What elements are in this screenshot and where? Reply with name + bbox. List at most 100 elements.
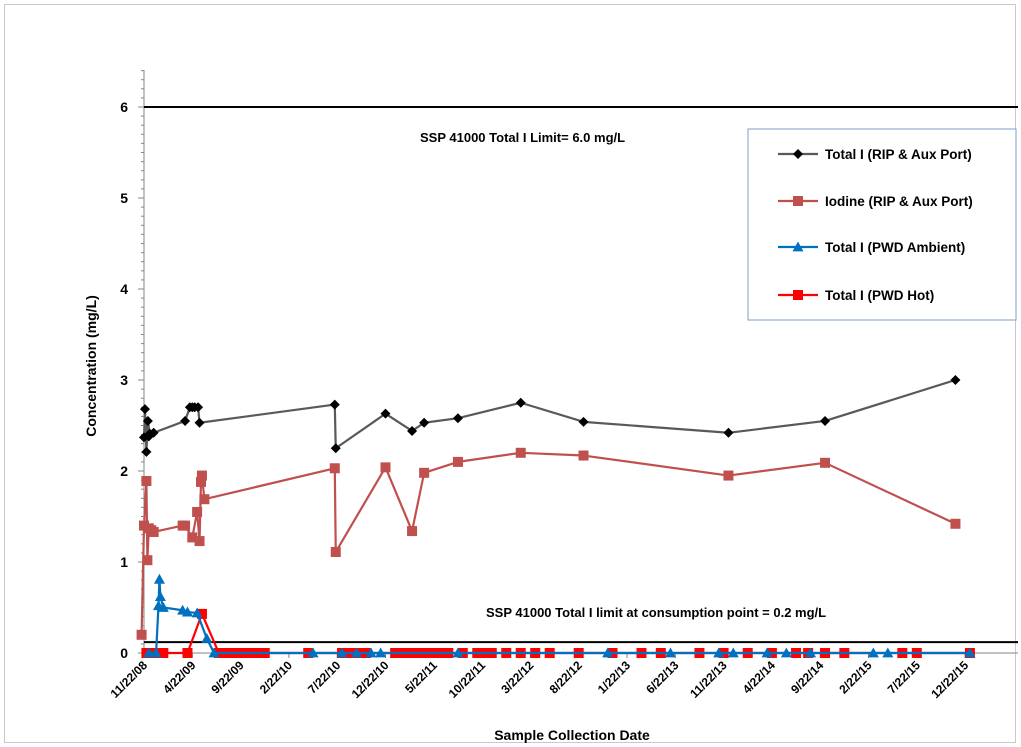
consumption-limit-annotation: SSP 41000 Total I limit at consumption p… (486, 605, 826, 620)
data-point (180, 415, 191, 426)
data-point (142, 415, 153, 426)
data-point (452, 456, 463, 467)
data-point (964, 647, 976, 658)
x-tick-label: 4/22/09 (160, 658, 198, 696)
legend-label: Total I (RIP & Aux Port) (825, 147, 972, 162)
x-tick-label: 10/22/11 (446, 658, 489, 701)
x-tick-label: 7/22/10 (305, 658, 343, 696)
x-tick-label: 8/22/12 (547, 658, 585, 696)
legend-label: Total I (PWD Hot) (825, 288, 934, 303)
x-tick-label: 12/22/15 (928, 658, 971, 701)
y-tick-label: 3 (120, 372, 128, 388)
data-point (602, 647, 614, 658)
x-tick-label: 12/22/10 (349, 658, 392, 701)
x-tick-label: 3/22/12 (498, 658, 536, 696)
x-tick-label: 2/22/10 (257, 658, 295, 696)
y-tick-label: 0 (120, 645, 128, 661)
legend-marker (793, 290, 803, 300)
y-tick-label: 6 (120, 99, 128, 115)
x-tick-label: 1/22/13 (595, 658, 633, 696)
data-point (805, 647, 817, 658)
data-point (723, 427, 734, 438)
series-3 (143, 573, 976, 658)
y-tick-label: 2 (120, 463, 128, 479)
data-point (187, 532, 198, 543)
data-point (141, 476, 152, 487)
data-point (180, 520, 191, 531)
data-point (820, 457, 831, 468)
data-point (157, 602, 169, 612)
data-point (194, 417, 205, 428)
data-point (201, 632, 213, 643)
data-point (515, 447, 526, 458)
x-tick-label: 9/22/09 (209, 658, 247, 696)
data-point (727, 647, 739, 658)
data-point (365, 647, 377, 658)
series-2 (136, 447, 961, 640)
data-point (143, 647, 155, 658)
data-point (723, 470, 734, 481)
data-point (139, 404, 150, 415)
data-point (761, 647, 773, 658)
data-point (141, 446, 152, 457)
x-tick-label: 11/22/13 (687, 658, 730, 701)
x-tick-label: 9/22/14 (788, 658, 826, 696)
data-point (578, 416, 589, 427)
data-point (196, 608, 207, 619)
data-point (867, 647, 879, 658)
data-point (191, 607, 203, 618)
x-tick-label: 4/22/14 (740, 658, 778, 696)
data-point (380, 462, 391, 473)
legend: Total I (RIP & Aux Port) Iodine (RIP & Au… (747, 128, 1017, 321)
data-point (182, 648, 193, 658)
data-point (452, 647, 464, 658)
data-point (820, 415, 831, 426)
data-point (193, 402, 204, 413)
x-tick-label: 11/22/08 (108, 658, 151, 701)
data-point (153, 573, 165, 584)
data-point (148, 427, 159, 438)
y-tick-label: 1 (120, 554, 128, 570)
data-point (515, 397, 526, 408)
y-tick-label: 5 (120, 190, 128, 206)
legend-marker (793, 149, 803, 159)
data-point (419, 467, 430, 478)
upper-limit-annotation: SSP 41000 Total I Limit= 6.0 mg/L (420, 130, 625, 145)
data-point (195, 476, 206, 487)
x-tick-label: 7/22/15 (885, 658, 923, 696)
series-1 (139, 375, 961, 457)
data-point (882, 647, 894, 658)
data-point (329, 399, 340, 410)
data-point (336, 647, 348, 658)
y-tick-label: 4 (120, 281, 128, 297)
data-point (407, 425, 418, 436)
x-tick-label: 6/22/13 (643, 658, 681, 696)
data-point (950, 375, 961, 385)
legend-label: Iodine (RIP & Aux Port) (825, 194, 973, 209)
data-point (780, 647, 792, 658)
legend-box (747, 128, 1017, 321)
data-point (142, 555, 153, 566)
data-point (154, 591, 166, 601)
y-axis-label: Concentration (mg/L) (83, 295, 99, 437)
legend-label: Total I (PWD Ambient) (825, 240, 965, 255)
legend-marker (793, 196, 803, 206)
data-point (158, 648, 169, 658)
data-point (148, 526, 159, 537)
data-point (351, 647, 363, 658)
x-axis-label: Sample Collection Date (494, 727, 650, 743)
data-point (150, 647, 162, 658)
data-point (307, 647, 319, 658)
x-tick-label: 5/22/11 (402, 658, 440, 696)
data-point (196, 470, 207, 481)
data-point (199, 494, 210, 505)
data-point (375, 647, 387, 658)
legend-marker (792, 241, 804, 252)
series-line (142, 378, 956, 453)
data-point (192, 506, 203, 517)
chart-frame (4, 4, 1016, 743)
data-point (419, 417, 430, 428)
data-point (950, 518, 961, 529)
data-point (664, 647, 676, 658)
